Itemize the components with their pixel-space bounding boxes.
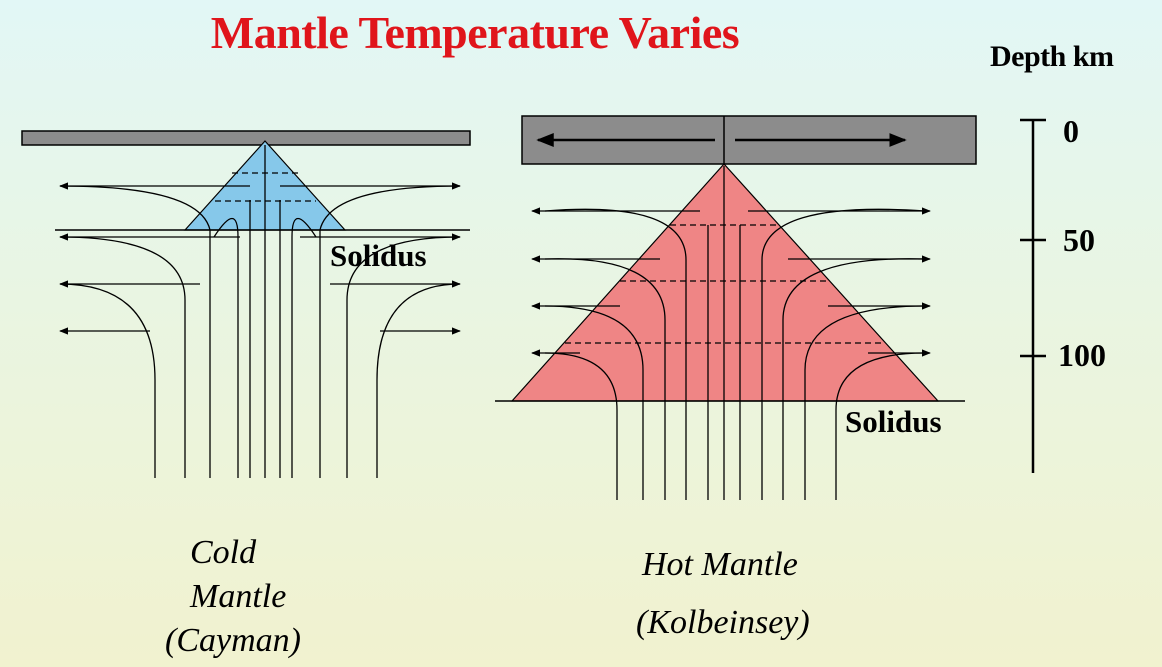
cold-caption-line1: Cold (190, 534, 257, 571)
depth-tick-0: 0 (1063, 113, 1079, 149)
hot-mantle-panel (495, 115, 977, 500)
cold-caption-line3: (Cayman) (165, 622, 301, 659)
hot-melt-region (510, 163, 940, 402)
hot-caption-line1: Hot Mantle (642, 546, 798, 583)
depth-tick-50: 50 (1063, 222, 1095, 258)
depth-axis-title: Depth km (990, 40, 1114, 73)
page-title: Mantle Temperature Varies (210, 7, 740, 58)
depth-axis (1020, 118, 1046, 473)
cold-mantle-panel (21, 130, 471, 478)
cold-caption-line2: Mantle (190, 578, 287, 615)
depth-tick-100: 100 (1058, 337, 1106, 373)
cold-lithosphere-plate (21, 130, 471, 146)
cold-streamlines (59, 145, 461, 478)
hot-solidus-label: Solidus (845, 404, 942, 439)
cold-solidus-label: Solidus (330, 238, 427, 273)
hot-caption-line2: (Kolbeinsey) (636, 604, 810, 641)
hot-streamlines (544, 166, 926, 500)
